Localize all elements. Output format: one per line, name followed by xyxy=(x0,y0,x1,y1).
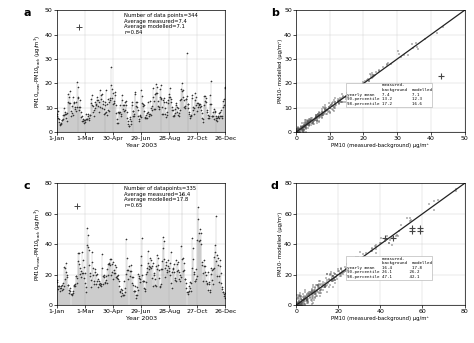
Text: measured-
              background  modelled
yearly mean   16.4        17.8
90-p: measured- background modelled yearly mea… xyxy=(346,257,432,279)
Text: Number of datapoints=335
Average measured=16.4
Average modelled=17.8
r=0.65: Number of datapoints=335 Average measure… xyxy=(124,186,196,208)
Y-axis label: PM10$_{meas}$-PM10$_{back}$ ($\mu$g/m$^3$): PM10$_{meas}$-PM10$_{back}$ ($\mu$g/m$^3… xyxy=(33,35,44,108)
Y-axis label: PM10- modelled (μg/m³): PM10- modelled (μg/m³) xyxy=(278,212,283,276)
Text: d: d xyxy=(271,181,279,191)
X-axis label: PM10 (measured-background) μg/m³: PM10 (measured-background) μg/m³ xyxy=(331,143,429,148)
Text: a: a xyxy=(23,8,31,18)
Text: measured-
              background  modelled
yearly mean   7.4         7.1
90-pe: measured- background modelled yearly mea… xyxy=(346,83,432,106)
Text: Number of data points=344
Average measured=7.4
Average modelled=7.1
r=0.84: Number of data points=344 Average measur… xyxy=(124,13,198,35)
Text: b: b xyxy=(271,8,279,18)
Y-axis label: PM10$_{meas}$-PM10$_{back}$ ($\mu$g/m$^3$): PM10$_{meas}$-PM10$_{back}$ ($\mu$g/m$^3… xyxy=(33,208,44,281)
X-axis label: Year 2003: Year 2003 xyxy=(126,316,157,321)
Y-axis label: PM10- modelled (μg/m³): PM10- modelled (μg/m³) xyxy=(278,39,283,103)
X-axis label: PM10 (measured-background) μg/m³: PM10 (measured-background) μg/m³ xyxy=(331,316,429,321)
Text: c: c xyxy=(23,181,30,191)
X-axis label: Year 2003: Year 2003 xyxy=(126,143,157,148)
